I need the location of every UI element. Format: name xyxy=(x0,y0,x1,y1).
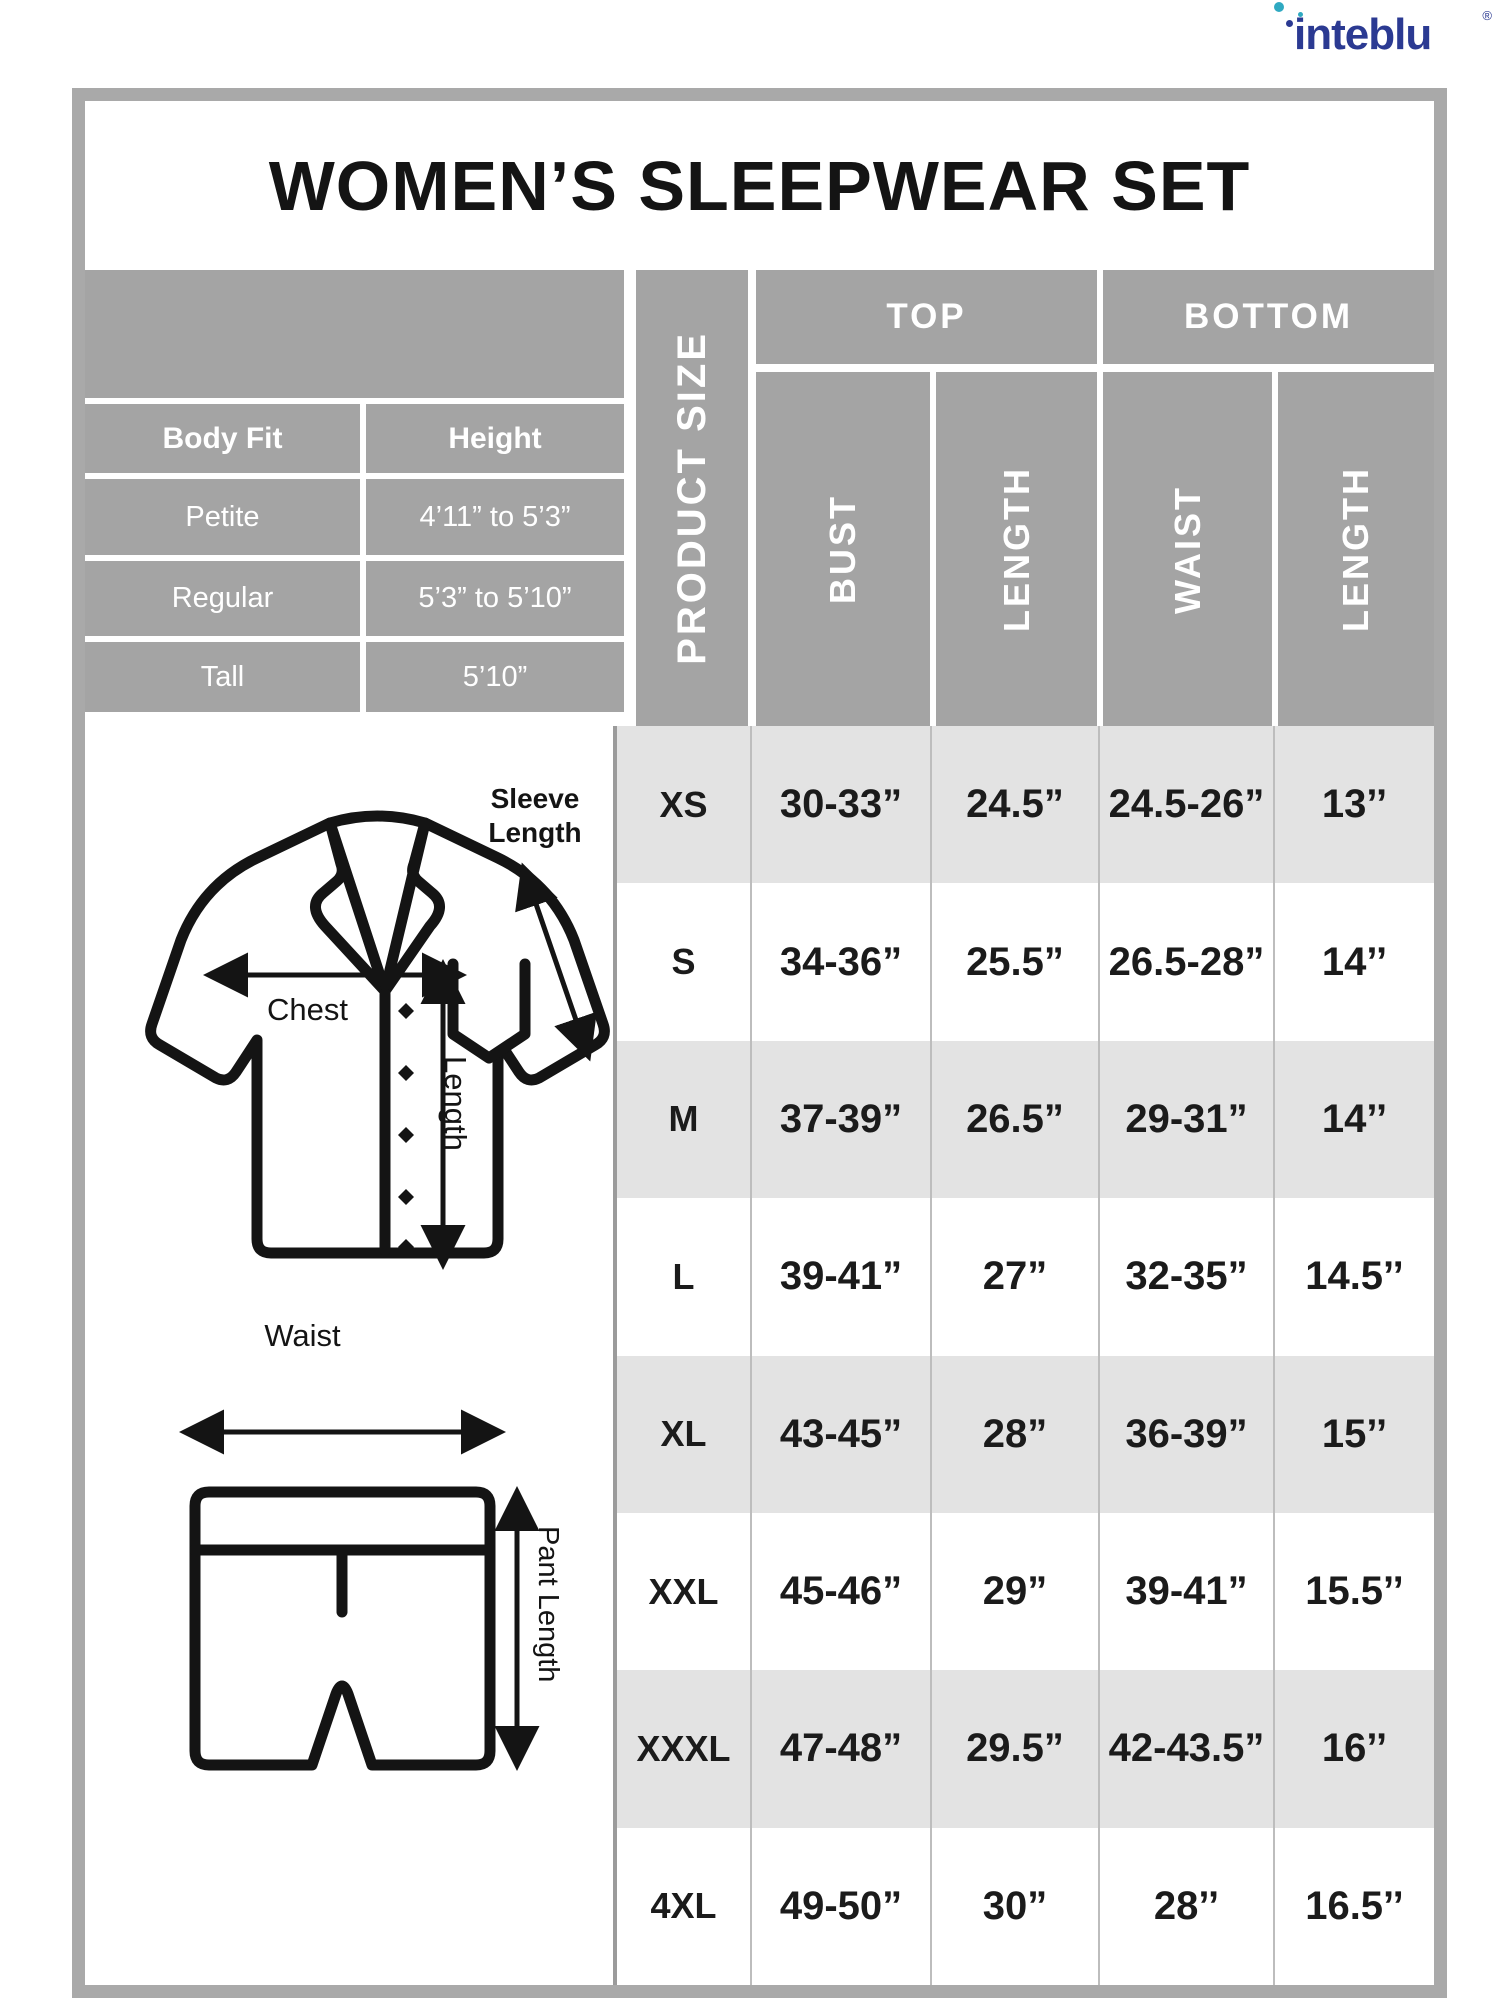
waist-cell: 36-39” xyxy=(1100,1355,1275,1513)
sleeve-length-arrow xyxy=(515,862,597,1062)
sleeve-length-label: Sleeve Length xyxy=(465,782,605,849)
waist-label: WAIST xyxy=(1166,484,1208,614)
table-row-xxl: XXL 45-46” 29” 39-41” 15.5’’ xyxy=(617,1512,1434,1671)
waist-cell: 26.5-28” xyxy=(1100,883,1275,1041)
top-length-cell: 26.5” xyxy=(932,1040,1100,1199)
size-table-body: XS 30-33” 24.5” 24.5-26” 13’’ S 34-36” 2… xyxy=(617,726,1434,1985)
product-size-label: PRODUCT SIZE xyxy=(669,331,714,665)
size-cell: S xyxy=(617,883,752,1041)
bust-cell: 37-39” xyxy=(752,1040,932,1199)
body-fit-row-tall-height: 5’10” xyxy=(366,642,624,712)
shorts-measure-arrows xyxy=(179,1409,540,1771)
sleeve-label-line2: Length xyxy=(488,816,582,848)
bust-cell: 45-46” xyxy=(752,1512,932,1671)
size-cell: XXL xyxy=(617,1512,752,1671)
size-cell: 4XL xyxy=(617,1827,752,1985)
chest-label: Chest xyxy=(267,992,348,1027)
table-row-l: L 39-41” 27” 32-35” 14.5’’ xyxy=(617,1198,1434,1356)
title-box: WOMEN’S SLEEPWEAR SET xyxy=(85,101,1434,270)
size-cell: XL xyxy=(617,1355,752,1513)
shirt-length-label: Length xyxy=(438,1056,473,1151)
table-left-divider xyxy=(613,726,617,1985)
page-title: WOMEN’S SLEEPWEAR SET xyxy=(268,146,1251,225)
table-row-xl: XL 43-45” 28” 36-39” 15’’ xyxy=(617,1355,1434,1513)
table-row-xxxl: XXXL 47-48” 29.5” 42-43.5” 16’’ xyxy=(617,1670,1434,1828)
table-row-m: M 37-39” 26.5” 29-31” 14’’ xyxy=(617,1040,1434,1199)
top-length-label: LENGTH xyxy=(995,466,1037,632)
bust-label: BUST xyxy=(822,494,863,604)
body-fit-row-regular: Regular xyxy=(85,561,360,636)
bust-cell: 49-50” xyxy=(752,1827,932,1985)
table-row-4xl: 4XL 49-50” 30” 28’’ 16.5’’ xyxy=(617,1827,1434,1985)
waist-label-diagram: Waist xyxy=(264,1318,341,1353)
top-length-cell: 27” xyxy=(932,1198,1100,1356)
height-header: Height xyxy=(366,404,624,473)
table-row-s: S 34-36” 25.5” 26.5-28” 14’’ xyxy=(617,883,1434,1041)
bottom-length-cell: 14’’ xyxy=(1321,939,1388,984)
logo-dot-blue xyxy=(1286,20,1293,27)
pajama-shorts-outline xyxy=(189,1486,496,1771)
top-length-cell: 28” xyxy=(932,1355,1100,1513)
sleeve-label-line1: Sleeve xyxy=(490,783,580,814)
size-cell: L xyxy=(617,1198,752,1356)
bottom-length-cell: 15.5’’ xyxy=(1305,1569,1404,1614)
bottom-group-header: BOTTOM xyxy=(1103,270,1434,364)
bottom-length-cell: 16’’ xyxy=(1321,1726,1388,1771)
brand-logo: inteblu ® xyxy=(1272,0,1492,64)
bust-cell: 47-48” xyxy=(752,1670,932,1828)
bust-cell: 43-45” xyxy=(752,1355,932,1513)
measurement-diagram-panel: Sleeve Length Chest Length Waist Pant Le… xyxy=(85,726,613,1985)
logo-dot-teal-small xyxy=(1298,12,1303,17)
waist-header-cell: WAIST xyxy=(1103,372,1272,726)
body-fit-row-petite: Petite xyxy=(85,479,360,555)
registered-trademark-symbol: ® xyxy=(1482,8,1492,23)
chart-frame: WOMEN’S SLEEPWEAR SET Body Fit Height Pe… xyxy=(72,88,1447,1998)
bottom-length-cell: 15’’ xyxy=(1321,1411,1388,1456)
pajama-shirt-outline xyxy=(145,810,610,1259)
size-cell: M xyxy=(617,1040,752,1199)
table-row-xs: XS 30-33” 24.5” 24.5-26” 13’’ xyxy=(617,726,1434,884)
bottom-length-cell: 16.5’’ xyxy=(1305,1883,1404,1928)
bottom-length-cell: 13’’ xyxy=(1321,782,1388,827)
body-fit-filler-cell xyxy=(85,270,624,398)
product-size-header-cell: PRODUCT SIZE xyxy=(636,270,748,726)
top-length-header-cell: LENGTH xyxy=(936,372,1097,726)
waist-cell: 32-35” xyxy=(1100,1198,1275,1356)
bottom-length-label: LENGTH xyxy=(1335,466,1376,632)
bottom-length-cell: 14’’ xyxy=(1321,1096,1388,1141)
body-fit-row-regular-height: 5’3” to 5’10” xyxy=(366,561,624,636)
bottom-length-cell: 14.5’’ xyxy=(1305,1254,1404,1299)
top-length-cell: 24.5” xyxy=(932,726,1100,884)
bust-header-cell: BUST xyxy=(756,372,930,726)
waist-cell: 29-31” xyxy=(1100,1040,1275,1199)
top-length-cell: 29” xyxy=(932,1512,1100,1671)
body-fit-row-petite-height: 4’11” to 5’3” xyxy=(366,479,624,555)
bust-cell: 34-36” xyxy=(752,883,932,1041)
waist-cell: 28’’ xyxy=(1100,1827,1275,1985)
top-length-cell: 25.5” xyxy=(932,883,1100,1041)
brand-name: inteblu xyxy=(1294,10,1432,59)
size-cell: XS xyxy=(617,726,752,884)
top-length-cell: 30” xyxy=(932,1827,1100,1985)
logo-dot-teal-large xyxy=(1274,2,1284,12)
body-fit-row-tall: Tall xyxy=(85,642,360,712)
body-fit-header: Body Fit xyxy=(85,404,360,473)
waist-cell: 42-43.5” xyxy=(1100,1670,1275,1828)
size-cell: XXXL xyxy=(617,1670,752,1828)
shirt-measure-arrows xyxy=(203,862,597,1270)
top-length-cell: 29.5” xyxy=(932,1670,1100,1828)
pant-length-label: Pant Length xyxy=(532,1526,564,1683)
bottom-length-header-cell: LENGTH xyxy=(1278,372,1434,726)
bust-cell: 30-33” xyxy=(752,726,932,884)
waist-cell: 24.5-26” xyxy=(1100,726,1275,884)
bust-cell: 39-41” xyxy=(752,1198,932,1356)
waist-cell: 39-41” xyxy=(1100,1512,1275,1671)
shirt-buttons xyxy=(398,1003,414,1255)
top-group-header: TOP xyxy=(756,270,1097,364)
garment-diagrams xyxy=(145,810,610,1771)
